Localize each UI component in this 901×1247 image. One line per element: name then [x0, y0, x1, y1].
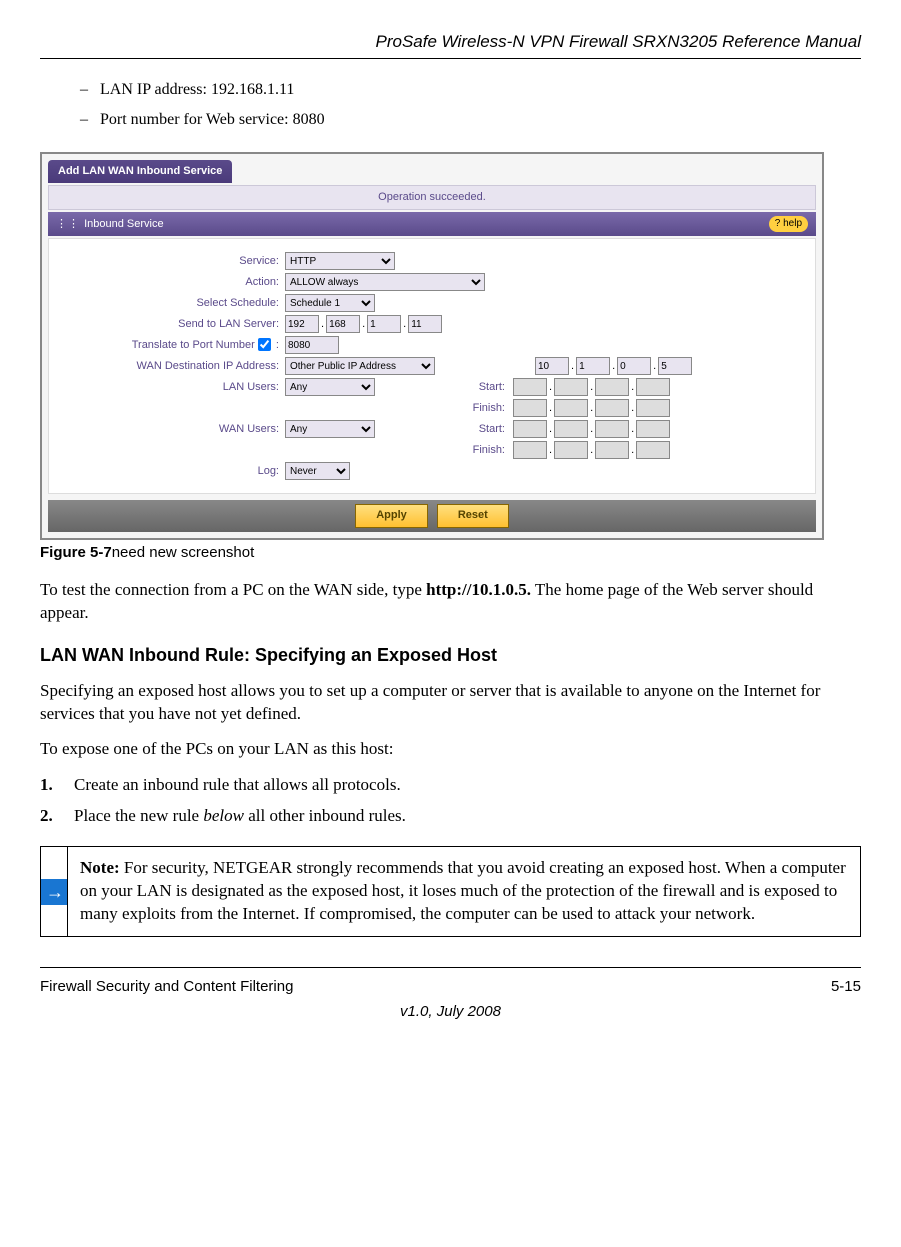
section-header: ⋮⋮ Inbound Service ? help [48, 212, 816, 236]
status-bar: Operation succeeded. [48, 185, 816, 210]
step-number: 2. [40, 804, 74, 828]
wfinish-b[interactable] [554, 441, 588, 459]
schedule-label: Select Schedule: [49, 296, 285, 311]
wstart-a[interactable] [513, 420, 547, 438]
note-text: Note: For security, NETGEAR strongly rec… [68, 847, 860, 936]
lan-ip-b[interactable] [326, 315, 360, 333]
section-heading: LAN WAN Inbound Rule: Specifying an Expo… [40, 643, 861, 668]
note-box: Note: For security, NETGEAR strongly rec… [40, 846, 861, 937]
wan-users-label: WAN Users: [49, 422, 285, 437]
service-select[interactable]: HTTP [285, 252, 395, 270]
finish-label: Finish: [455, 401, 513, 416]
service-label: Service: [49, 254, 285, 269]
figure-label: Figure 5-7 [40, 544, 112, 561]
button-bar: Apply Reset [48, 500, 816, 531]
wan-ip-d[interactable] [658, 357, 692, 375]
note-icon-cell [41, 847, 68, 936]
note-label: Note: [80, 858, 124, 877]
footer: Firewall Security and Content Filtering … [40, 976, 861, 997]
header-divider [40, 58, 861, 59]
footer-center: v1.0, July 2008 [40, 1001, 861, 1022]
schedule-select[interactable]: Schedule 1 [285, 294, 375, 312]
finish-a[interactable] [513, 399, 547, 417]
wan-ip-b[interactable] [576, 357, 610, 375]
apply-button[interactable]: Apply [355, 504, 428, 527]
numbered-list: 1. Create an inbound rule that allows al… [40, 773, 861, 829]
translate-port-label: Translate to Port Number : [49, 338, 285, 353]
help-button[interactable]: ? help [769, 216, 808, 232]
lan-ip-a[interactable] [285, 315, 319, 333]
start-d[interactable] [636, 378, 670, 396]
dots-icon: ⋮⋮ [56, 218, 84, 230]
footer-left: Firewall Security and Content Filtering [40, 976, 293, 997]
figure-note: need new screenshot [112, 544, 255, 561]
list-item: 2. Place the new rule below all other in… [40, 804, 861, 828]
lan-server-label: Send to LAN Server: [49, 317, 285, 332]
start-a[interactable] [513, 378, 547, 396]
start-label-2: Start: [455, 422, 513, 437]
wan-dest-label: WAN Destination IP Address: [49, 359, 285, 374]
footer-right: 5-15 [831, 976, 861, 997]
wfinish-d[interactable] [636, 441, 670, 459]
lan-ip-c[interactable] [367, 315, 401, 333]
wstart-d[interactable] [636, 420, 670, 438]
arrow-icon [41, 879, 67, 905]
para-test-connection: To test the connection from a PC on the … [40, 579, 861, 625]
lan-users-label: LAN Users: [49, 380, 285, 395]
section-title: Inbound Service [84, 218, 164, 230]
lan-ip-d[interactable] [408, 315, 442, 333]
wan-users-select[interactable]: Any [285, 420, 375, 438]
figure-caption: Figure 5-7need new screenshot [40, 542, 861, 563]
wfinish-a[interactable] [513, 441, 547, 459]
list-item: 1. Create an inbound rule that allows al… [40, 773, 861, 797]
step-number: 1. [40, 773, 74, 797]
step-text: Place the new rule below all other inbou… [74, 804, 406, 828]
start-c[interactable] [595, 378, 629, 396]
router-screenshot: Add LAN WAN Inbound Service Operation su… [40, 152, 824, 540]
bullet-text: LAN IP address: 192.168.1.11 [100, 81, 294, 98]
bullet-list: –LAN IP address: 192.168.1.11 –Port numb… [80, 79, 861, 132]
log-label: Log: [49, 464, 285, 479]
para-exposed-host: Specifying an exposed host allows you to… [40, 680, 861, 726]
bullet-item: –LAN IP address: 192.168.1.11 [80, 79, 861, 101]
form-area: Service: HTTP Action: ALLOW always Selec… [48, 238, 816, 494]
reset-button[interactable]: Reset [437, 504, 509, 527]
finish-d[interactable] [636, 399, 670, 417]
manual-title: ProSafe Wireless-N VPN Firewall SRXN3205… [40, 30, 861, 54]
tab-title: Add LAN WAN Inbound Service [48, 160, 232, 183]
lan-users-select[interactable]: Any [285, 378, 375, 396]
finish-label-2: Finish: [455, 443, 513, 458]
wan-dest-select[interactable]: Other Public IP Address [285, 357, 435, 375]
finish-b[interactable] [554, 399, 588, 417]
wan-ip-c[interactable] [617, 357, 651, 375]
note-body: For security, NETGEAR strongly recommend… [80, 858, 846, 923]
step-text: Create an inbound rule that allows all p… [74, 773, 401, 797]
finish-c[interactable] [595, 399, 629, 417]
start-b[interactable] [554, 378, 588, 396]
wfinish-c[interactable] [595, 441, 629, 459]
translate-port-checkbox[interactable] [258, 338, 271, 351]
wan-ip-a[interactable] [535, 357, 569, 375]
bullet-text: Port number for Web service: 8080 [100, 111, 325, 128]
action-select[interactable]: ALLOW always [285, 273, 485, 291]
action-label: Action: [49, 275, 285, 290]
port-input[interactable] [285, 336, 339, 354]
wstart-b[interactable] [554, 420, 588, 438]
para-expose-steps: To expose one of the PCs on your LAN as … [40, 738, 861, 761]
start-label: Start: [455, 380, 513, 395]
footer-divider [40, 967, 861, 968]
bullet-item: –Port number for Web service: 8080 [80, 109, 861, 131]
log-select[interactable]: Never [285, 462, 350, 480]
wstart-c[interactable] [595, 420, 629, 438]
